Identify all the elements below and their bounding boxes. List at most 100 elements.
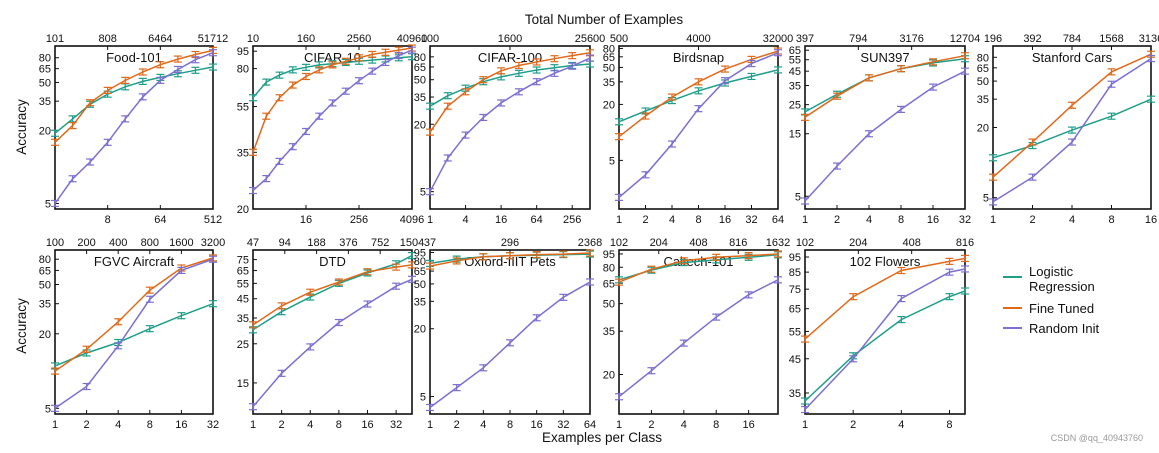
y-tick-label: 80	[237, 64, 249, 76]
series-line-finetuned	[429, 52, 591, 133]
top-tick-label: 1504	[400, 237, 424, 249]
top-tick-label: 101	[46, 33, 64, 45]
x-tick-label: 32	[207, 419, 219, 431]
series-line-logistic	[54, 66, 214, 134]
top-tick-label: 160	[297, 33, 315, 45]
y-tick-label: 80	[39, 53, 51, 65]
point-randominit	[408, 275, 416, 283]
top-tick-label: 397	[796, 33, 814, 45]
point-randominit	[277, 369, 286, 377]
y-tick-label: 75	[237, 255, 249, 267]
point-finetuned	[586, 249, 594, 257]
point-randominit	[368, 67, 377, 75]
point-finetuned	[801, 113, 809, 121]
top-tick-label: 4000	[686, 33, 710, 45]
point-finetuned	[461, 88, 470, 96]
point-finetuned	[114, 318, 123, 326]
y-tick-label: 50	[977, 76, 989, 88]
point-logistic	[138, 77, 147, 85]
top-tick-label: 752	[371, 237, 389, 249]
point-randominit	[82, 382, 91, 391]
x-tick-label: 16	[927, 214, 939, 226]
point-randominit	[849, 355, 858, 363]
x-tick-label: 16	[719, 214, 731, 226]
point-logistic	[961, 287, 969, 295]
y-tick-label: 20	[237, 204, 249, 216]
point-finetuned	[121, 76, 130, 84]
x-tick-label: 64	[154, 214, 166, 226]
point-finetuned	[355, 54, 363, 62]
point-logistic	[426, 102, 434, 110]
y-tick-label: 50	[414, 279, 426, 291]
y-axis-title-row1: Accuracy	[14, 99, 29, 155]
point-logistic	[774, 66, 782, 74]
point-logistic	[989, 154, 997, 162]
x-tick-label: 4	[669, 214, 675, 226]
top-tick-label: 800	[141, 237, 159, 249]
y-tick-label: 65	[603, 52, 615, 64]
top-tick-label: 400	[109, 237, 127, 249]
x-tick-label: 4	[681, 419, 687, 431]
top-tick-label: 204	[849, 237, 867, 249]
point-logistic	[288, 66, 297, 74]
point-randominit	[173, 65, 182, 74]
point-randominit	[249, 186, 257, 195]
top-tick-label: 2368	[578, 237, 602, 249]
x-tick-label: 64	[772, 214, 784, 226]
point-randominit	[833, 162, 841, 170]
x-tick-label: 4	[866, 214, 872, 226]
x-tick-label: 4	[462, 214, 468, 226]
series-line-finetuned	[618, 253, 779, 283]
y-tick-label: 35	[414, 296, 426, 308]
x-tick-label: 16	[175, 419, 187, 431]
panel-title: 102 Flowers	[850, 254, 921, 269]
point-logistic	[801, 397, 809, 405]
top-tick-label: 376	[339, 237, 357, 249]
point-finetuned	[989, 173, 997, 181]
plot-frame	[54, 249, 214, 415]
point-finetuned	[479, 253, 488, 261]
point-randominit	[86, 158, 95, 166]
point-finetuned	[363, 268, 372, 276]
point-finetuned	[426, 128, 434, 136]
x-tick-label: 1	[427, 419, 433, 431]
x-tick-label: 1	[616, 419, 622, 431]
point-randominit	[497, 99, 506, 107]
y-tick-label: 95	[237, 46, 249, 58]
point-finetuned	[550, 55, 559, 63]
point-randominit	[532, 314, 541, 322]
point-finetuned	[86, 99, 95, 107]
point-randominit	[1068, 138, 1076, 146]
point-finetuned	[1028, 138, 1037, 146]
point-randominit	[641, 171, 650, 179]
x-tick-label: 8	[105, 214, 111, 226]
point-finetuned	[568, 52, 577, 60]
point-randominit	[586, 278, 594, 286]
point-randominit	[801, 197, 809, 205]
y-tick-label: 80	[414, 52, 426, 64]
point-logistic	[945, 293, 954, 301]
watermark: CSDN @qq_40943760	[1051, 433, 1143, 443]
y-tick-label: 35	[603, 326, 615, 338]
point-randominit	[550, 69, 559, 77]
y-tick-label: 55	[789, 55, 801, 67]
top-tick-label: 188	[307, 237, 325, 249]
top-tick-label: 6464	[148, 33, 172, 45]
panel-title: SUN397	[860, 50, 909, 65]
x-tick-label: 8	[898, 214, 904, 226]
point-finetuned	[641, 112, 650, 120]
point-finetuned	[138, 68, 147, 76]
point-logistic	[1068, 126, 1076, 134]
top-tick-label: 100	[421, 33, 439, 45]
y-tick-label: 5	[420, 392, 426, 404]
series-line-logistic	[54, 302, 214, 367]
top-tick-label: 12704	[950, 33, 981, 45]
point-randominit	[306, 343, 315, 351]
x-tick-label: 32	[390, 419, 402, 431]
series-line-finetuned	[992, 53, 1152, 178]
y-tick-label: 35	[977, 94, 989, 106]
legend: Logistic Regression Fine Tuned Random In…	[1003, 264, 1099, 336]
point-randominit	[191, 56, 200, 64]
point-finetuned	[103, 86, 112, 94]
